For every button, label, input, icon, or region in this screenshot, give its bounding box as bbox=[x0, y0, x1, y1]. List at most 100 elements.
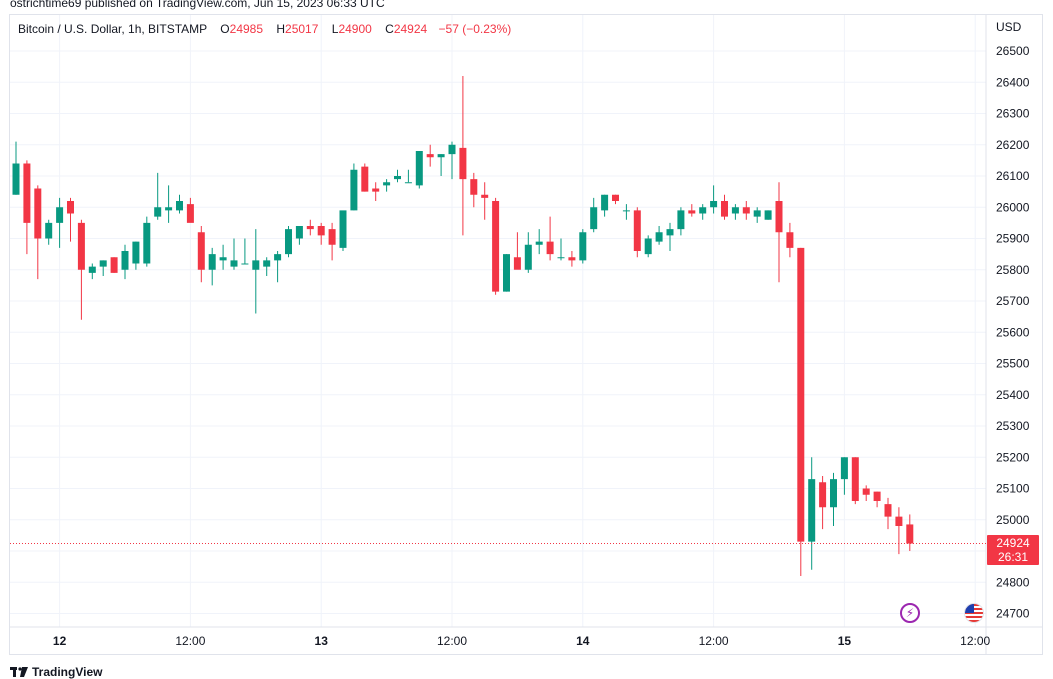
candle-body bbox=[154, 207, 162, 217]
candle-body bbox=[819, 482, 827, 508]
candle bbox=[590, 197, 598, 233]
candles bbox=[12, 76, 914, 576]
ohlc-legend: Bitcoin / U.S. Dollar, 1h, BITSTAMP O249… bbox=[18, 22, 511, 36]
low-label: L bbox=[331, 22, 339, 36]
time-tick-label: 12:00 bbox=[175, 634, 205, 648]
candle-body bbox=[426, 154, 434, 158]
candle bbox=[197, 226, 205, 283]
candle bbox=[383, 179, 391, 192]
candle bbox=[230, 238, 238, 270]
candle bbox=[906, 514, 914, 551]
candle bbox=[274, 251, 282, 283]
price-tick-label: 25300 bbox=[996, 419, 1030, 433]
currency-label[interactable]: USD bbox=[996, 20, 1022, 34]
time-tick-label: 12:00 bbox=[960, 634, 990, 648]
candle bbox=[317, 222, 325, 245]
candle-body bbox=[873, 491, 881, 501]
price-tick-label: 24800 bbox=[996, 575, 1030, 589]
candle-body bbox=[165, 207, 173, 211]
candle bbox=[710, 185, 718, 214]
candle-body bbox=[513, 257, 521, 270]
candle-body bbox=[88, 266, 96, 273]
candle-body bbox=[622, 210, 630, 212]
candle bbox=[241, 238, 249, 265]
time-tick-label: 12:00 bbox=[699, 634, 729, 648]
candle bbox=[830, 472, 837, 526]
candle bbox=[513, 232, 521, 270]
tradingview-logo-icon bbox=[10, 667, 28, 677]
price-tick-label: 26500 bbox=[996, 44, 1030, 58]
candle-body bbox=[699, 207, 707, 214]
flash-event-icon[interactable]: ⚡ bbox=[900, 603, 920, 623]
candle bbox=[601, 194, 609, 217]
candle bbox=[219, 244, 227, 270]
candle bbox=[295, 226, 303, 245]
open-value: 24985 bbox=[229, 22, 264, 36]
bar-countdown: 26:31 bbox=[997, 550, 1029, 564]
candle bbox=[492, 197, 500, 295]
symbol-title[interactable]: Bitcoin / U.S. Dollar, 1h, BITSTAMP bbox=[18, 22, 207, 36]
time-axis: 12 12:00 13 12:00 14 12:00 15 12:00 bbox=[53, 634, 991, 648]
time-tick-label: 13 bbox=[315, 634, 329, 648]
low-value: 24900 bbox=[338, 22, 372, 36]
candle bbox=[873, 491, 881, 508]
candle-body bbox=[884, 504, 892, 517]
candle bbox=[208, 247, 216, 286]
candle-body bbox=[830, 479, 837, 508]
candle-body bbox=[77, 222, 85, 270]
candle bbox=[176, 194, 183, 214]
candle-body bbox=[492, 201, 500, 292]
candle bbox=[77, 219, 85, 320]
candle bbox=[721, 194, 728, 220]
candle-body bbox=[481, 194, 489, 198]
candle-body bbox=[579, 232, 587, 261]
candle bbox=[252, 229, 260, 314]
candle-body bbox=[361, 166, 369, 192]
candle-body bbox=[230, 260, 238, 267]
candle bbox=[753, 207, 761, 223]
candle bbox=[895, 507, 903, 555]
candle bbox=[165, 185, 173, 223]
candle-body bbox=[633, 210, 641, 251]
candle bbox=[56, 197, 64, 248]
candle bbox=[448, 141, 456, 180]
candle bbox=[557, 238, 565, 261]
published-line: ostrichtime69 published on TradingView.c… bbox=[10, 0, 385, 10]
candle bbox=[633, 207, 641, 258]
candle-body bbox=[851, 457, 859, 501]
us-flag-event-icon[interactable] bbox=[964, 603, 984, 623]
candle-body bbox=[906, 524, 914, 544]
candle-body bbox=[535, 241, 543, 245]
candle-body bbox=[786, 232, 794, 248]
candle-body bbox=[306, 226, 314, 230]
candle bbox=[568, 251, 576, 267]
chart-grid bbox=[10, 15, 1042, 654]
candle-body bbox=[797, 247, 805, 542]
candle bbox=[579, 229, 587, 264]
candle-body bbox=[197, 232, 205, 270]
price-tick-label: 25800 bbox=[996, 263, 1030, 277]
candle-body bbox=[263, 260, 271, 267]
candle-body bbox=[644, 238, 652, 255]
candle bbox=[285, 226, 292, 258]
footer-brand[interactable]: TradingView bbox=[10, 665, 102, 679]
candle bbox=[797, 247, 805, 576]
candle bbox=[840, 457, 848, 495]
candle-body bbox=[568, 257, 576, 261]
candle-body bbox=[731, 207, 739, 214]
candle bbox=[535, 229, 543, 255]
candle bbox=[361, 163, 369, 192]
candle bbox=[677, 207, 685, 236]
candle bbox=[23, 160, 31, 255]
candle bbox=[110, 257, 118, 273]
candle-body bbox=[688, 210, 696, 214]
open-label: O bbox=[220, 22, 230, 36]
candle-body bbox=[45, 222, 53, 239]
candle bbox=[306, 219, 314, 236]
candle bbox=[808, 457, 816, 570]
candle-body bbox=[143, 222, 151, 264]
candle bbox=[622, 204, 630, 220]
candle-body bbox=[612, 194, 619, 201]
candle bbox=[699, 204, 707, 220]
